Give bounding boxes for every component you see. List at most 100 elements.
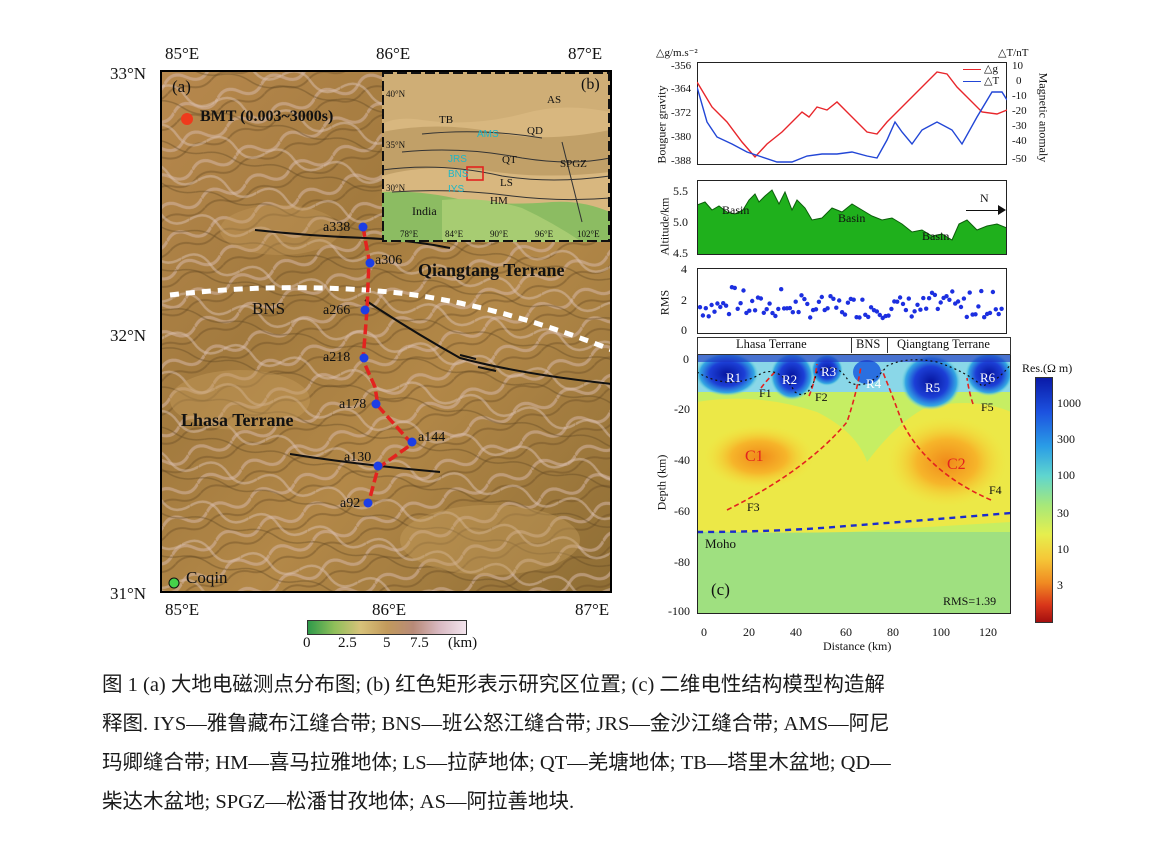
rms-point bbox=[747, 308, 752, 313]
station-label: a338 bbox=[323, 220, 351, 235]
terrane-header bbox=[697, 337, 1011, 355]
rms-point bbox=[958, 304, 964, 310]
station-label: a130 bbox=[344, 450, 372, 465]
res-tick: 3 bbox=[1057, 578, 1063, 592]
colorbar-tick: 5 bbox=[383, 635, 391, 651]
depth-tick: -100 bbox=[668, 604, 690, 618]
station-marker bbox=[365, 258, 375, 268]
station-label: a306 bbox=[375, 253, 403, 268]
inset-label: HM bbox=[490, 195, 508, 207]
terrane-label: Qiangtang Terrane bbox=[897, 337, 990, 351]
rms-point bbox=[767, 301, 772, 306]
rms-point bbox=[802, 296, 807, 302]
distance-tick: 20 bbox=[743, 625, 755, 639]
station-marker bbox=[371, 399, 381, 409]
rms-point bbox=[790, 310, 795, 315]
rms-point bbox=[915, 302, 920, 307]
basin-label: Basin bbox=[722, 203, 750, 217]
rms-point bbox=[706, 314, 711, 319]
res-colorbar-title: Res.(Ω m) bbox=[1022, 361, 1073, 375]
gravity-axis-title: Bouguer gravity bbox=[654, 85, 669, 164]
rms-point bbox=[808, 315, 813, 320]
rms-point bbox=[816, 299, 822, 304]
lat-label: 31°N bbox=[110, 584, 147, 603]
inset-lat: 35°N bbox=[386, 140, 406, 150]
depth-axis-title: Depth (km) bbox=[654, 454, 669, 511]
rms-point bbox=[955, 299, 961, 304]
lat-label: 32°N bbox=[110, 326, 147, 345]
altitude-tick: 5.0 bbox=[673, 215, 688, 229]
rms-point bbox=[758, 296, 764, 301]
magnetic-tick: 10 bbox=[1012, 60, 1023, 72]
depth-tick: -80 bbox=[674, 555, 690, 569]
inset-lon: 102°E bbox=[577, 229, 600, 239]
resistor-label: R2 bbox=[782, 372, 798, 387]
inset-lat: 40°N bbox=[386, 89, 406, 99]
rms-point bbox=[857, 315, 862, 320]
res-tick: 10 bbox=[1057, 542, 1069, 556]
depth-tick: -20 bbox=[674, 402, 690, 416]
rms-tick: 0 bbox=[681, 323, 687, 337]
resistivity-section: R1 R2 R3 R4 R5 R6 C1 C2 F1 F2 F3 F4 F5 M… bbox=[695, 352, 1013, 614]
rms-point bbox=[912, 309, 917, 314]
resistivity-colorbar bbox=[1035, 377, 1053, 623]
distance-tick: 0 bbox=[701, 625, 707, 639]
altitude-tick: 4.5 bbox=[673, 246, 688, 260]
lon-label-top: 85°E bbox=[165, 44, 200, 63]
panel-label-a: (a) bbox=[172, 77, 191, 96]
basin-label: Basin bbox=[922, 229, 950, 243]
bmt-legend-label: BMT (0.003~3000s) bbox=[200, 108, 334, 125]
fault-label: F2 bbox=[815, 390, 828, 404]
res-tick: 1000 bbox=[1057, 396, 1081, 410]
rms-point bbox=[732, 285, 737, 291]
rms-tick: 4 bbox=[681, 262, 687, 276]
rms-point bbox=[796, 309, 801, 315]
rms-axis-title: RMS bbox=[657, 289, 672, 316]
rms-point bbox=[839, 310, 845, 315]
inset-lat: 30°N bbox=[386, 183, 406, 193]
station-label: a218 bbox=[323, 350, 351, 365]
rms-point bbox=[944, 294, 949, 299]
resistor-label: R6 bbox=[980, 370, 996, 385]
survey-profile bbox=[361, 226, 415, 506]
bmt-legend-dot bbox=[181, 113, 193, 125]
rms-point bbox=[886, 313, 891, 318]
rms-point bbox=[993, 307, 998, 312]
rms-point bbox=[926, 296, 932, 301]
rms-point bbox=[895, 299, 900, 304]
basin-label: Basin bbox=[838, 211, 866, 225]
rms-point bbox=[825, 306, 830, 311]
rms-point bbox=[889, 306, 894, 312]
station-marker bbox=[407, 437, 417, 447]
rms-point bbox=[831, 296, 836, 301]
inset-label: India bbox=[412, 204, 437, 218]
rms-point bbox=[868, 305, 874, 310]
resistor-label: R4 bbox=[866, 376, 882, 391]
rms-point bbox=[947, 297, 952, 302]
moho-label: Moho bbox=[705, 536, 737, 551]
caption-line: 柴达木盆地; SPGZ—松潘甘孜地体; AS—阿拉善地块. bbox=[102, 791, 575, 813]
gravity-unit: △g/m.s⁻² bbox=[656, 47, 698, 59]
rms-point bbox=[990, 289, 996, 295]
study-area-marker bbox=[466, 166, 484, 181]
gravity-tick: -388 bbox=[671, 155, 692, 167]
inset-label: BNS bbox=[448, 169, 469, 180]
caption-line: 玛卿缝合带; HM—喜马拉雅地体; LS—拉萨地体; QT—羌塘地体; TB—塔… bbox=[102, 752, 891, 774]
rms-point bbox=[996, 311, 1001, 317]
rms-point bbox=[721, 301, 726, 306]
north-label: N bbox=[980, 191, 989, 205]
magnetic-tick: -20 bbox=[1012, 105, 1027, 117]
inset-lon: 78°E bbox=[400, 229, 419, 239]
colorbar-tick: 7.5 bbox=[410, 635, 429, 651]
conductor-label: C2 bbox=[947, 456, 966, 473]
fault-line bbox=[254, 229, 451, 249]
station-label: a178 bbox=[339, 397, 367, 412]
rms-point bbox=[851, 297, 856, 302]
legend-dT: △T bbox=[984, 75, 1000, 87]
rms-value: RMS=1.39 bbox=[943, 594, 997, 608]
bns-suture-line bbox=[169, 285, 612, 353]
rms-point bbox=[900, 301, 906, 307]
inset-label: TB bbox=[439, 114, 454, 126]
fault-label: F5 bbox=[981, 400, 994, 414]
rms-point bbox=[842, 312, 848, 317]
